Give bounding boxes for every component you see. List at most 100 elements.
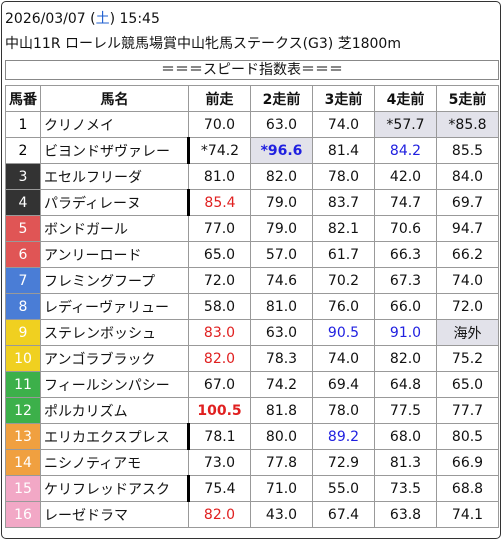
- speed-value: 77.7: [436, 397, 499, 424]
- speed-value: 84.2: [374, 137, 437, 164]
- speed-value: 78.1: [188, 423, 251, 450]
- speed-value: 72.0: [188, 267, 251, 294]
- speed-value: 75.2: [436, 345, 499, 372]
- col-header-4back: 4走前: [374, 85, 437, 112]
- horse-name: フィールシンパシー: [40, 371, 189, 398]
- speed-value: 74.2: [250, 371, 313, 398]
- horse-number: 2: [5, 137, 41, 164]
- horse-number: 1: [5, 111, 41, 138]
- speed-value: 75.4: [188, 475, 251, 502]
- speed-value: 61.7: [312, 241, 375, 268]
- speed-value: 70.6: [374, 215, 437, 242]
- speed-value: 82.0: [374, 345, 437, 372]
- speed-value: 70.2: [312, 267, 375, 294]
- speed-value: 81.0: [250, 293, 313, 320]
- speed-value: 81.8: [250, 397, 313, 424]
- date-prefix: 2026/03/07 (: [5, 11, 96, 27]
- speed-value: 89.2: [312, 423, 375, 450]
- col-header-num: 馬番: [5, 85, 41, 112]
- speed-value: 74.7: [374, 189, 437, 216]
- speed-value: 67.3: [374, 267, 437, 294]
- speed-value: 66.9: [436, 449, 499, 476]
- horse-number: 10: [5, 345, 41, 372]
- speed-value: 69.7: [436, 189, 499, 216]
- speed-value: 71.0: [250, 475, 313, 502]
- speed-value: 78.0: [312, 163, 375, 190]
- horse-name: エセルフリーダ: [40, 163, 189, 190]
- speed-value: 57.0: [250, 241, 313, 268]
- speed-value: 81.4: [312, 137, 375, 164]
- speed-value: 73.0: [188, 449, 251, 476]
- table-row: 8 レディーヴァリュー 58.0 81.0 76.0 66.0 72.0: [5, 293, 499, 320]
- table-row: 6 アンリーロード 65.0 57.0 61.7 66.3 66.2: [5, 241, 499, 268]
- horse-name: エリカエクスプレス: [40, 423, 190, 450]
- horse-name: ケリフレッドアスク: [40, 475, 190, 502]
- speed-value: 65.0: [188, 241, 251, 268]
- speed-value: 74.6: [250, 267, 313, 294]
- table-row: 5 ボンドガール 77.0 79.0 82.1 70.6 94.7: [5, 215, 499, 242]
- horse-name: アンゴラブラック: [40, 345, 189, 372]
- table-row: 9 ステレンボッシュ 83.0 63.0 90.5 91.0 海外: [5, 319, 499, 346]
- table-row: 3 エセルフリーダ 81.0 82.0 78.0 42.0 84.0: [5, 163, 499, 190]
- speed-value: 66.0: [374, 293, 437, 320]
- horse-number: 8: [5, 293, 41, 320]
- horse-number: 5: [5, 215, 41, 242]
- speed-value: 100.5: [188, 397, 251, 424]
- horse-name: パラディレーヌ: [40, 189, 190, 216]
- speed-value: 70.0: [188, 111, 251, 138]
- speed-value: 68.8: [436, 475, 499, 502]
- weekday: 土: [95, 11, 110, 27]
- col-header-2back: 2走前: [250, 85, 313, 112]
- speed-value: 80.5: [436, 423, 499, 450]
- speed-value: 85.4: [188, 189, 251, 216]
- table-row: 14 ニシノティアモ 73.0 77.8 72.9 81.3 66.9: [5, 449, 499, 476]
- table-row: 4 パラディレーヌ 85.4 79.0 83.7 74.7 69.7: [5, 189, 499, 216]
- speed-value: 82.0: [188, 501, 251, 528]
- speed-value: 63.8: [374, 501, 437, 528]
- speed-value: 79.0: [250, 189, 313, 216]
- horse-name: フレミングフープ: [40, 267, 189, 294]
- speed-value: 69.4: [312, 371, 375, 398]
- speed-value: 42.0: [374, 163, 437, 190]
- horse-number: 9: [5, 319, 41, 346]
- speed-value: 72.9: [312, 449, 375, 476]
- horse-number: 4: [5, 189, 41, 216]
- race-title: 中山11R ローレル競馬場賞中山牝馬ステークス(G3) 芝1800m: [5, 36, 401, 52]
- col-header-last: 前走: [188, 85, 251, 112]
- speed-value: 43.0: [250, 501, 313, 528]
- speed-value: *85.8: [436, 111, 499, 138]
- speed-value: 66.3: [374, 241, 437, 268]
- speed-value: 77.8: [250, 449, 313, 476]
- col-header-name: 馬名: [40, 85, 189, 112]
- col-header-3back: 3走前: [312, 85, 375, 112]
- speed-value: 90.5: [312, 319, 375, 346]
- speed-value: 76.0: [312, 293, 375, 320]
- table-header-row: 馬番 馬名 前走 2走前 3走前 4走前 5走前: [5, 85, 499, 112]
- speed-value: 65.0: [436, 371, 499, 398]
- speed-value: 74.0: [312, 345, 375, 372]
- table-row: 15 ケリフレッドアスク 75.4 71.0 55.0 73.5 68.8: [5, 475, 499, 502]
- speed-value: 91.0: [374, 319, 437, 346]
- table-row: 13 エリカエクスプレス 78.1 80.0 89.2 68.0 80.5: [5, 423, 499, 450]
- horse-number: 13: [5, 423, 41, 450]
- speed-value: *96.6: [250, 137, 313, 164]
- horse-name: レーゼドラマ: [40, 501, 189, 528]
- speed-value: 82.1: [312, 215, 375, 242]
- speed-value: 79.0: [250, 215, 313, 242]
- table-row: 7 フレミングフープ 72.0 74.6 70.2 67.3 74.0: [5, 267, 499, 294]
- horse-number: 11: [5, 371, 41, 398]
- speed-value: 77.5: [374, 397, 437, 424]
- race-datetime: 2026/03/07 (土) 15:45: [5, 8, 160, 28]
- horse-name: ステレンボッシュ: [40, 319, 189, 346]
- speed-value: 77.0: [188, 215, 251, 242]
- speed-value: 73.5: [374, 475, 437, 502]
- horse-number: 6: [5, 241, 41, 268]
- speed-value: 74.0: [312, 111, 375, 138]
- table-row: 2 ビヨンドザヴァレー *74.2 *96.6 81.4 84.2 85.5: [5, 137, 499, 164]
- speed-value: 83.7: [312, 189, 375, 216]
- speed-value: 67.4: [312, 501, 375, 528]
- speed-value: 80.0: [250, 423, 313, 450]
- speed-value: 82.0: [250, 163, 313, 190]
- horse-name: ポルカリズム: [40, 397, 189, 424]
